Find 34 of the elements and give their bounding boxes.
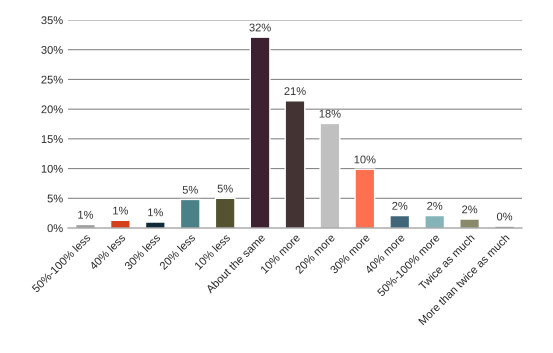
y-tick-label: 30% xyxy=(41,46,63,54)
bar xyxy=(354,168,376,228)
bar xyxy=(180,198,201,228)
data-label: 2% xyxy=(427,202,442,210)
bar xyxy=(74,224,96,228)
data-label: 5% xyxy=(182,186,198,194)
bar xyxy=(319,122,340,228)
y-tick-label: 15% xyxy=(42,135,63,143)
y-tick-label: 35% xyxy=(41,16,63,24)
data-label: 2% xyxy=(462,205,478,214)
bar xyxy=(110,220,131,228)
data-label: 1% xyxy=(148,208,163,216)
data-label: 10% xyxy=(354,156,376,164)
data-label: 2% xyxy=(392,202,408,210)
bar xyxy=(459,218,480,228)
bar xyxy=(144,221,166,228)
data-label: 5% xyxy=(218,184,233,193)
bar xyxy=(424,214,446,228)
data-label: 18% xyxy=(320,110,341,118)
data-label: 1% xyxy=(78,210,94,219)
data-label: 0% xyxy=(496,212,512,220)
bar xyxy=(389,214,410,228)
data-label: 21% xyxy=(284,87,306,96)
bar xyxy=(284,100,306,228)
y-tick-label: 0% xyxy=(48,224,63,232)
x-tick-label: 30% less xyxy=(124,233,161,270)
data-label: 32% xyxy=(249,24,271,32)
bar xyxy=(214,198,236,228)
y-tick-label: 5% xyxy=(48,194,63,202)
y-tick-label: 25% xyxy=(41,76,63,84)
y-tick-label: 20% xyxy=(41,105,63,114)
y-tick-label: 10% xyxy=(42,164,63,173)
bar xyxy=(250,36,271,228)
data-label: 1% xyxy=(113,206,128,214)
